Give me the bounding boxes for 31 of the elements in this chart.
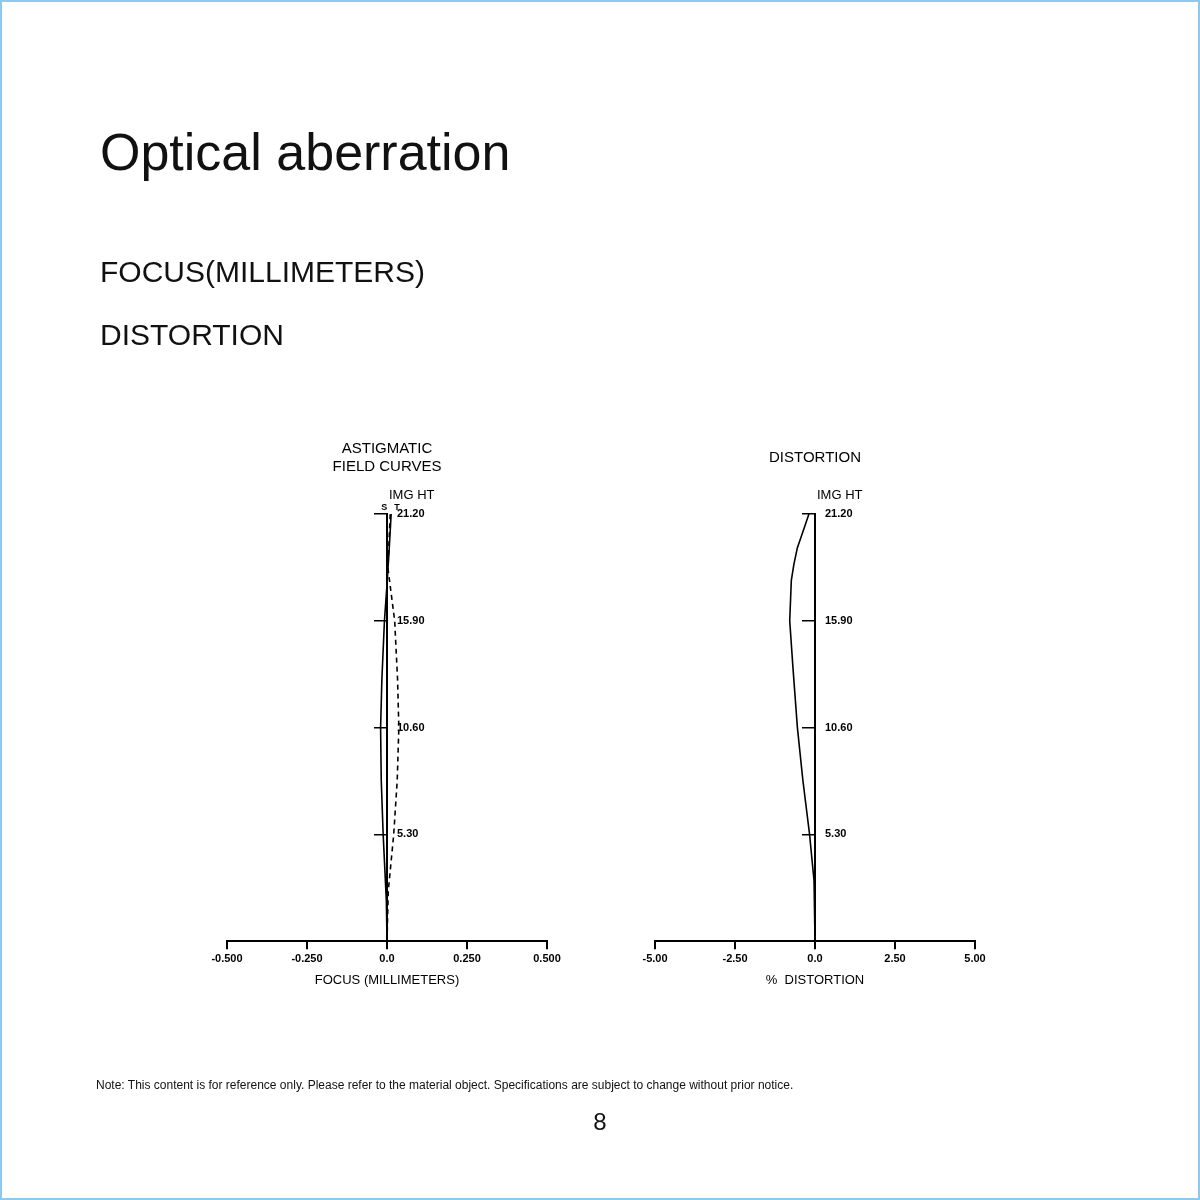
y-tick-label: 21.20 <box>397 507 425 520</box>
x-tick-label: -5.00 <box>642 951 668 964</box>
x-axis-title: % DISTORTION <box>765 971 865 987</box>
y-tick-label: 5.30 <box>825 827 847 840</box>
y-tick-label: 21.20 <box>825 507 853 520</box>
text: DISTORTION <box>100 318 284 352</box>
text: 8 <box>592 1108 608 1136</box>
x-tick-label: -0.500 <box>211 951 243 964</box>
y-tick-label: 10.60 <box>397 720 425 733</box>
text: Note: This content is for reference only. Please refer to the material object. Specifications are subject to change without prior notice. <box>96 1078 794 1092</box>
text: FIELD CURVES <box>332 457 442 475</box>
y-tick-label: 15.90 <box>825 613 853 626</box>
series-label: S <box>381 501 388 512</box>
x-tick-label: -2.50 <box>722 951 748 964</box>
y-tick-label: 15.90 <box>397 613 425 626</box>
y-tick-label: 5.30 <box>397 827 419 840</box>
x-tick-label: 0.250 <box>453 951 481 964</box>
text: Optical aberration <box>100 122 511 182</box>
x-tick-label: 5.00 <box>964 951 986 964</box>
x-tick-label: 2.50 <box>884 951 906 964</box>
y-axis-title: IMG HT <box>389 487 435 503</box>
x-tick-label: 0.0 <box>379 951 395 964</box>
y-tick-label: 10.60 <box>825 720 853 733</box>
chart-title: DISTORTION <box>769 448 861 466</box>
x-tick-label: -0.250 <box>291 951 323 964</box>
x-axis-title: FOCUS (MILLIMETERS) <box>314 971 460 987</box>
y-axis-title: IMG HT <box>817 487 863 503</box>
text: FOCUS(MILLIMETERS) <box>100 255 426 289</box>
x-tick-label: 0.0 <box>807 951 823 964</box>
x-tick-label: 0.500 <box>533 951 561 964</box>
text: ASTIGMATIC <box>341 439 433 457</box>
